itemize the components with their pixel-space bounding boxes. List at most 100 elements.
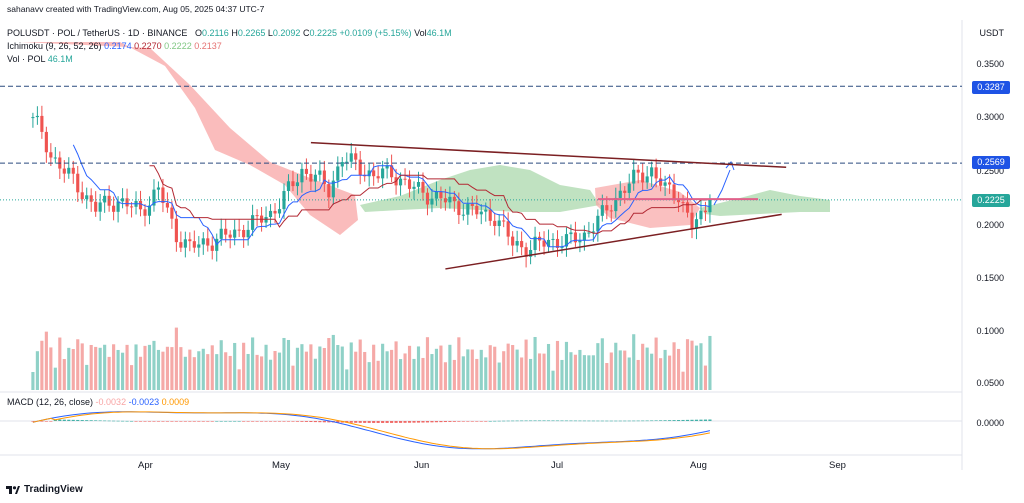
macd-histogram-bar [134,421,138,422]
volume-bar [215,354,219,390]
change-value: +0.0109 (+5.15%) [339,28,412,38]
volume-bar [129,365,134,390]
macd-histogram-bar [443,421,447,423]
ichimoku-span-a-value: 0.2222 [164,41,192,51]
volume-bar [143,345,147,390]
macd-histogram-bar [31,421,35,422]
macd-histogram-bar [161,421,165,422]
macd-histogram-bar [578,420,582,422]
candle-body [430,198,434,205]
candle-body [76,173,80,193]
macd-histogram-bar [555,420,560,422]
candle-body [103,195,107,203]
macd-histogram-bar [605,420,609,422]
candle-body [381,168,385,179]
price-tick-6: 0.0500 [976,378,1004,388]
volume-bar [44,331,48,390]
macd-histogram-bar [363,421,367,423]
candle-body [627,183,631,193]
macd-histogram-bar [520,420,524,422]
macd-histogram-bar [641,420,645,422]
macd-signal-line [32,411,711,450]
macd-histogram-bar [233,420,237,422]
candle-body [313,174,317,182]
volume-bar [390,349,394,390]
candle-body [569,232,573,235]
macd-histogram-bar [506,420,510,422]
volume-bar [699,343,703,390]
candle-body [573,232,577,243]
macd-histogram-bar [76,419,80,421]
volume-bar [286,339,291,390]
indicator-lines [72,144,735,248]
volume-bar [349,342,353,390]
volume-bar [363,351,367,390]
tenkan-line [72,144,711,248]
ichimoku-tenkan-value: 0.2174 [104,41,132,51]
candle-body [520,241,524,248]
volume-bar [233,342,237,390]
volume-bar [578,349,582,390]
horizontal-levels [0,85,962,201]
macd-histogram-bar [295,421,300,422]
macd-histogram-bar [385,421,389,423]
macd-histogram-bar [147,421,152,422]
candle-body [219,228,223,239]
macd-histogram-bar [614,420,618,422]
month-label-may: May [272,460,290,471]
volume-bar [152,340,156,390]
candle-body [174,218,178,243]
candle-body [156,187,161,190]
macd-histogram-bar [439,421,443,423]
macd-histogram-bar [313,421,317,423]
macd-histogram-bar [470,421,474,422]
volume-bar [488,345,492,390]
candle-body [89,195,93,202]
tradingview-brand-label: TradingView [24,484,83,495]
volume-bar [470,349,474,390]
volume-bar [448,344,452,390]
macd-histogram-bar [537,420,542,422]
volume-bar [103,344,107,390]
candle-body [116,201,120,212]
candle-body [434,191,439,199]
volume-bar [116,349,120,390]
volume-bar [206,354,210,390]
volume-bar [694,345,699,390]
candle-body [40,115,44,132]
candle-body [358,159,362,176]
candle-body [376,176,380,179]
macd-histogram-bar [623,420,627,422]
candle-body [286,181,291,192]
macd-histogram-bar [121,420,125,422]
candle-body [372,170,376,177]
macd-histogram-bar [596,420,600,422]
volume-bar [147,344,152,390]
candle-body [255,215,259,217]
candle-body [71,167,75,174]
volume-bar [551,370,555,390]
macd-histogram-bar [251,421,255,422]
volume-bar [107,356,111,390]
volume-bar [125,344,129,390]
macd-histogram-bar [663,420,667,421]
macd-histogram-bar [322,421,326,423]
candle-body [470,203,474,206]
tradingview-brand[interactable]: TradingView [6,484,83,495]
macd-histogram-bar [264,421,268,422]
macd-histogram-bar [398,421,403,423]
candle-body [152,189,156,206]
candle-body [336,166,340,181]
macd-histogram-bar [376,421,380,423]
macd-histogram-bar [345,421,349,423]
volume-bar [322,347,326,390]
volume-bar [416,346,421,390]
close-value: 0.2225 [309,28,337,38]
price-tag-upper: 0.3287 [972,81,1010,94]
macd-histogram-bar [143,421,147,422]
macd-histogram-bar [67,419,71,421]
candlesticks [31,105,712,268]
candle-body [125,198,129,207]
volume-bar [228,355,232,390]
